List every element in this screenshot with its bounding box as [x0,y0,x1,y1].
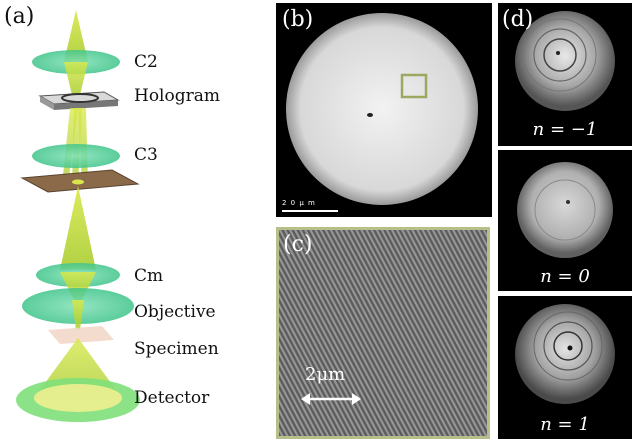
aperture-hole [72,179,84,185]
hologram-edge [54,100,118,110]
panel-a-label: (a) [4,4,35,29]
label-c3: C3 [134,145,158,165]
detector-inner [34,384,122,412]
scalebar-b-text: 2 0 μ m [282,199,316,207]
panel-c-label: (c) [283,232,313,257]
panel-c: (c) 2μm [276,227,490,439]
beam-disk [286,13,478,205]
hologram-side [40,96,54,110]
panel-d-label: (d) [502,7,534,32]
order-label-0: n = 0 [540,266,590,287]
panel-d-bottom: n = 1 [498,296,632,439]
lens-c3 [32,144,120,168]
panel-d-top: (d) n = −1 [498,3,632,146]
specimen-plate [48,326,114,344]
order-image-neg1 [515,11,615,111]
label-c2: C2 [134,52,158,72]
order-image-0 [517,162,613,258]
beam-c2 [64,62,88,95]
label-specimen: Specimen [134,339,219,359]
label-hologram: Hologram [134,86,220,106]
panel-b: (b) 2 0 μ m [276,3,492,217]
beam-objective [72,300,84,330]
scalebar-c-text: 2μm [305,364,346,385]
order-label-pos1: n = 1 [540,414,590,435]
label-objective: Objective [134,302,216,322]
beam-top [64,10,88,62]
panel-b-image [282,13,478,212]
hologram-pattern [61,93,99,103]
microscope-schematic [16,10,140,422]
order-image-pos1 [515,304,615,404]
crop-box [400,73,428,99]
beam-mid [60,186,96,270]
label-cm: Cm [134,266,164,286]
panel-a: (a) C2 Hologram C3 Cm Objective Specimen… [0,0,260,443]
panel-b-label: (b) [282,7,314,32]
scalebar-c-arrow [301,393,361,405]
disk-defect [367,113,373,117]
label-detector: Detector [134,388,210,408]
beam-cm [60,272,96,300]
order-label-neg1: n = −1 [532,119,598,140]
panel-d-middle: n = 0 [498,150,632,291]
